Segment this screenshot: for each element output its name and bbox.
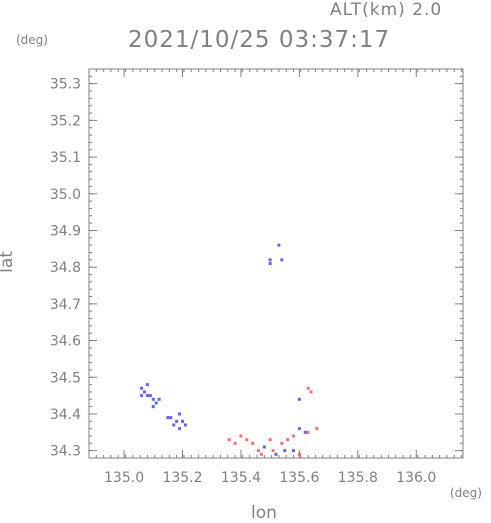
plot-area bbox=[88, 68, 464, 459]
y-tick-label: 35.3 bbox=[50, 77, 81, 93]
data-point bbox=[292, 434, 296, 438]
data-point bbox=[181, 419, 184, 423]
data-point bbox=[280, 258, 284, 262]
data-point bbox=[306, 386, 310, 390]
data-point bbox=[169, 416, 173, 420]
data-point bbox=[268, 438, 272, 442]
y-tick-label: 34.3 bbox=[50, 444, 81, 460]
data-point bbox=[259, 452, 263, 456]
y-tick-label: 34.9 bbox=[50, 223, 81, 239]
data-point bbox=[145, 383, 149, 387]
y-axis-label: lat bbox=[0, 251, 17, 273]
y-tick-label: 35.2 bbox=[50, 113, 81, 129]
data-point bbox=[277, 243, 281, 247]
data-point bbox=[183, 423, 187, 427]
data-point bbox=[148, 394, 152, 398]
data-point bbox=[239, 434, 243, 438]
data-point bbox=[283, 449, 287, 453]
data-point bbox=[271, 449, 275, 453]
y-tick-label: 34.6 bbox=[50, 334, 81, 350]
data-point bbox=[143, 390, 147, 394]
data-point bbox=[268, 262, 272, 265]
data-point bbox=[274, 452, 278, 456]
y-tick-label: 34.7 bbox=[50, 297, 81, 313]
data-point bbox=[166, 416, 170, 420]
y-axis-unit: (deg) bbox=[16, 33, 48, 47]
data-point bbox=[151, 397, 155, 401]
data-point bbox=[309, 390, 313, 394]
data-point bbox=[151, 405, 155, 409]
data-point bbox=[251, 441, 255, 445]
x-tick-label: 136.0 bbox=[396, 470, 436, 486]
altitude-label: ALT(km) 2.0 bbox=[330, 0, 443, 20]
timestamp-title: 2021/10/25 03:37:17 bbox=[128, 27, 391, 53]
data-point bbox=[262, 445, 266, 449]
data-point bbox=[297, 452, 301, 456]
data-point bbox=[140, 386, 144, 390]
data-marks bbox=[140, 243, 319, 456]
y-tick-label: 35.0 bbox=[50, 187, 81, 203]
x-tick-label: 135.8 bbox=[338, 470, 378, 486]
data-point bbox=[178, 412, 182, 416]
data-point bbox=[157, 397, 161, 401]
data-point bbox=[297, 397, 301, 401]
data-point bbox=[175, 419, 179, 423]
y-tick-label: 34.5 bbox=[50, 370, 81, 386]
data-point bbox=[292, 449, 296, 453]
x-tick-label: 135.6 bbox=[279, 470, 319, 486]
data-point bbox=[256, 449, 260, 453]
data-point bbox=[145, 394, 149, 398]
data-point bbox=[154, 401, 158, 405]
axis-ticks: 135.0 135.2 135.4 135.6 135.8 136.0 34.3 34.4 34… bbox=[50, 68, 463, 486]
y-tick-label: 34.8 bbox=[50, 260, 81, 276]
x-axis-unit: (deg) bbox=[450, 486, 482, 500]
data-point bbox=[233, 441, 237, 445]
data-point bbox=[303, 430, 307, 434]
data-point bbox=[280, 441, 284, 445]
x-axis-label: lon bbox=[251, 503, 277, 523]
y-tick-label: 34.4 bbox=[50, 407, 81, 423]
data-point bbox=[227, 438, 231, 442]
y-tick-label: 35.1 bbox=[50, 150, 81, 166]
data-point bbox=[245, 438, 249, 442]
x-tick-label: 135.0 bbox=[104, 470, 144, 486]
data-point bbox=[172, 423, 176, 427]
data-point bbox=[286, 438, 290, 442]
data-point bbox=[178, 427, 182, 431]
data-point bbox=[306, 430, 310, 434]
data-point bbox=[140, 394, 144, 398]
data-point bbox=[268, 258, 272, 262]
x-tick-label: 135.2 bbox=[162, 470, 202, 486]
data-point bbox=[315, 427, 319, 431]
x-tick-label: 135.4 bbox=[221, 470, 261, 486]
data-point bbox=[297, 427, 301, 431]
